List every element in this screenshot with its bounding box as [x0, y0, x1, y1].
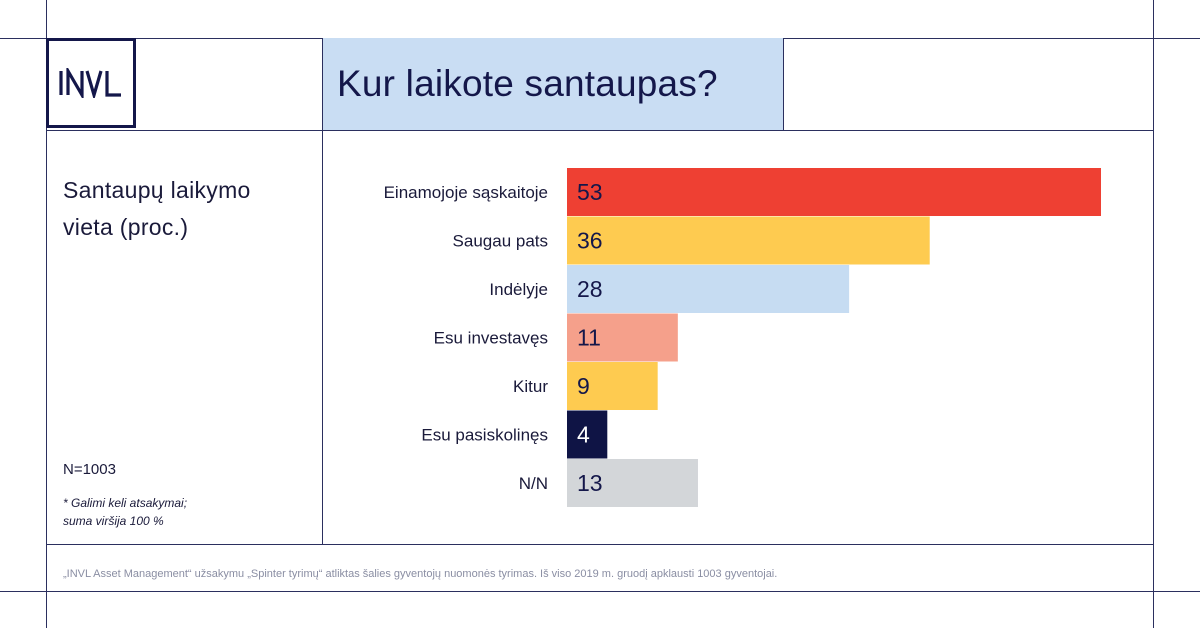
category-label: N/N — [519, 474, 548, 493]
footnote-line-1: * Galimi keli atsakymai; — [63, 496, 188, 510]
frame-line-divider — [322, 38, 323, 544]
category-label: Saugau pats — [453, 232, 548, 251]
bar-value-label: 9 — [577, 373, 590, 399]
category-label: Esu pasiskolinęs — [421, 426, 548, 445]
bar-chart: Einamojoje sąskaitoje 53 Saugau pats 36 Indė… — [384, 168, 1101, 507]
category-label: Einamojoje sąskaitoje — [384, 183, 548, 202]
frame-line-content-bottom — [46, 544, 1154, 545]
frame-line-right — [1153, 0, 1154, 628]
bar-value-label: 11 — [577, 325, 601, 351]
bar-value-label: 53 — [577, 179, 603, 205]
frame-line-left — [46, 0, 47, 628]
bar — [567, 362, 658, 410]
frame-line-footer-bottom — [0, 591, 1200, 592]
chart-side-label: Santaupų laikymo vieta (proc.) — [63, 177, 251, 240]
bar — [567, 410, 608, 459]
bar-value-label: 13 — [577, 470, 603, 496]
title-box: Kur laikote santaupas? — [323, 38, 784, 130]
bar — [567, 168, 1101, 216]
invl-logo-mark — [59, 68, 121, 98]
bar — [567, 265, 850, 313]
footnote-line-2: suma viršija 100 % — [63, 514, 164, 528]
bar-value-label: 4 — [577, 422, 590, 448]
bar — [567, 313, 678, 362]
frame-line-header-bottom — [46, 130, 1154, 131]
category-label: Esu investavęs — [434, 329, 548, 348]
bar — [567, 216, 930, 265]
footnote: * Galimi keli atsakymai; suma viršija 10… — [63, 494, 293, 530]
bar-value-label: 28 — [577, 276, 603, 302]
footer-source: „INVL Asset Management“ užsakymu „Spinte… — [63, 568, 778, 580]
category-label: Kitur — [513, 377, 548, 396]
page-title: Kur laikote santaupas? — [337, 63, 718, 104]
bar — [567, 459, 698, 507]
bar-value-label: 36 — [577, 228, 603, 254]
category-label: Indėlyje — [489, 280, 548, 299]
invl-logo — [46, 38, 136, 128]
sample-size: N=1003 — [63, 461, 116, 478]
